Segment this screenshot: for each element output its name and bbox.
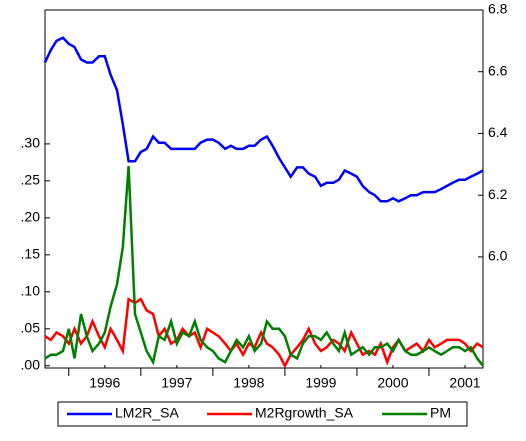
x-tick-label: 1998 xyxy=(233,375,264,391)
legend-label: PM xyxy=(430,405,451,421)
y-tick-label: .25 xyxy=(21,172,41,188)
y-tick-label: .20 xyxy=(21,209,41,225)
legend-label: LM2R_SA xyxy=(115,405,179,421)
y2-tick-label: 6.8 xyxy=(488,1,508,17)
y-tick-label: .30 xyxy=(21,135,41,151)
series-line xyxy=(44,297,484,369)
y2-tick-label: 6.6 xyxy=(488,62,508,78)
y-tick-label: .15 xyxy=(21,246,41,262)
y-tick-label: .05 xyxy=(21,320,41,336)
x-tick-label: 2001 xyxy=(449,375,480,391)
series-line xyxy=(43,36,484,203)
x-tick-label: 2000 xyxy=(377,375,408,391)
y2-tick-label: 6.0 xyxy=(488,248,508,264)
series-line xyxy=(44,166,484,367)
x-tick-label: 1996 xyxy=(89,375,120,391)
legend-label: M2Rgrowth_SA xyxy=(255,405,354,421)
y-tick-label: .00 xyxy=(21,356,41,372)
y-tick-label: .10 xyxy=(21,283,41,299)
plot-frame xyxy=(44,9,484,369)
y2-tick-label: 6.4 xyxy=(488,124,508,140)
y2-tick-label: 6.2 xyxy=(488,186,508,202)
x-tick-label: 1999 xyxy=(305,375,336,391)
x-tick-label: 1997 xyxy=(161,375,192,391)
